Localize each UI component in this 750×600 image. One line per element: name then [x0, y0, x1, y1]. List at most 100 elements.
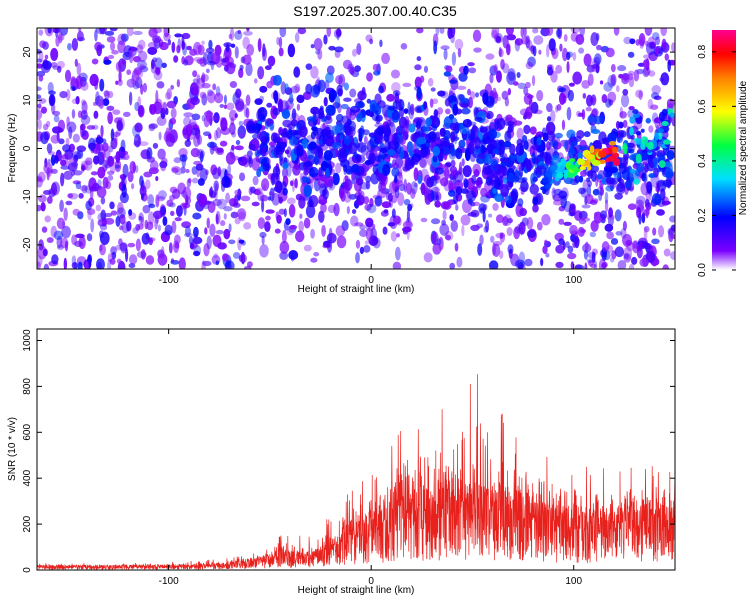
spectrogram-blob	[574, 236, 580, 249]
spectrogram-blob	[128, 209, 133, 217]
signal-blob	[589, 145, 595, 154]
spectrogram-blob	[213, 253, 219, 259]
spectrogram-blob	[610, 73, 617, 86]
spectrogram-blob	[445, 108, 451, 115]
spectrogram-blob	[293, 66, 301, 78]
spectrogram-blob	[50, 47, 59, 61]
spectrogram-blob	[410, 133, 419, 143]
spectrogram-blob	[572, 71, 583, 85]
spectrogram-blob	[470, 224, 480, 232]
spectrogram-blob	[532, 28, 539, 34]
spectrogram-blob	[620, 227, 627, 239]
spectrogram-blob	[67, 193, 74, 199]
spectrogram-blob	[160, 246, 165, 260]
spectrogram-blob	[86, 233, 93, 242]
spectrogram-blob	[234, 46, 239, 59]
spectrogram-blob	[496, 117, 506, 130]
spectrogram-blob	[99, 78, 105, 92]
spectrogram-blob	[205, 169, 209, 176]
spectrogram-blob	[506, 34, 517, 41]
spectrogram-blob	[441, 219, 446, 226]
spectrogram-blob	[294, 32, 300, 43]
spectrogram-blob	[75, 233, 85, 239]
spectrogram-blob	[531, 143, 540, 151]
spectrogram-blob	[53, 230, 64, 241]
signal-blob	[585, 153, 594, 160]
spectrogram-blob	[37, 177, 42, 182]
spectrogram-blob	[526, 217, 534, 230]
spectrogram-blob	[435, 28, 440, 36]
spectrogram-blob	[624, 180, 633, 189]
spectrogram-blob	[538, 49, 542, 55]
spectrogram-blob	[100, 196, 106, 205]
spectrogram-blob	[661, 38, 667, 51]
signal-blob	[541, 176, 549, 184]
spectrogram-blob	[354, 222, 364, 227]
spectrogram-blob	[558, 218, 565, 225]
spectrogram-blob	[104, 212, 113, 218]
spectrogram-blob	[219, 140, 228, 147]
spectrogram-blob	[232, 202, 241, 208]
spectrogram-blob	[613, 28, 620, 36]
spectrogram-blob	[499, 250, 504, 259]
spectrogram-blob	[51, 181, 60, 196]
spectrogram-blob	[338, 74, 346, 88]
spectrogram-blob	[195, 85, 200, 95]
spectrogram-blob	[432, 145, 441, 157]
spectrogram-blob	[121, 183, 127, 198]
spectrogram-blob	[528, 98, 533, 110]
spectrogram-blob	[242, 54, 252, 65]
spectrogram-blob	[549, 64, 555, 75]
spectrogram-blob	[343, 82, 350, 91]
spectrogram-blob	[43, 263, 50, 269]
signal-blob	[562, 159, 567, 168]
signal-blob	[545, 171, 553, 178]
spectrogram-blob	[43, 123, 49, 131]
spectrogram-blob	[415, 120, 422, 130]
spectrogram-blob	[165, 107, 169, 116]
spectrogram-blob	[435, 131, 440, 141]
spectrogram-blob	[541, 213, 551, 226]
spectrogram-blob	[66, 121, 77, 133]
spectrogram-blob	[416, 56, 422, 62]
spectrogram-blob	[325, 72, 334, 84]
spectrogram-blob	[61, 154, 69, 160]
spectrogram-blob	[371, 223, 376, 229]
spectrogram-blob	[214, 183, 219, 195]
spectrogram-blob	[181, 35, 185, 47]
spectrogram-blob	[208, 39, 213, 50]
spectrogram-blob	[114, 134, 118, 145]
spectrogram-blob	[584, 262, 588, 269]
spectrogram-x-label: Height of straight line (km)	[298, 284, 415, 295]
spectrogram-blob	[140, 193, 144, 201]
spectrogram-blob	[44, 215, 52, 223]
spectrogram-blob	[245, 94, 251, 107]
spectrogram-blob	[550, 109, 556, 123]
spectrogram-blob	[546, 102, 553, 113]
spectrogram-blob	[410, 180, 418, 195]
spectrogram-blob	[193, 57, 203, 62]
spectrogram-blob	[183, 112, 194, 118]
colorbar-tick-label: 0.8	[697, 44, 708, 58]
spectrogram-blob	[310, 66, 319, 79]
spectrogram-blob	[644, 198, 650, 209]
spectrogram-blob	[291, 178, 296, 193]
signal-blob	[629, 168, 636, 174]
spectrogram-blob	[255, 123, 262, 131]
spectrogram-blob	[225, 62, 236, 75]
spectrogram-blob	[91, 58, 99, 65]
spectrogram-blob	[278, 47, 284, 57]
spectrogram-blob	[119, 242, 128, 252]
spectrogram-blob	[387, 192, 393, 203]
signal-blob	[550, 164, 558, 171]
spectrogram-blob	[275, 211, 280, 221]
spectrogram-blob	[261, 198, 265, 213]
spectrogram-blob	[586, 94, 593, 107]
spectrogram-blob	[483, 225, 489, 233]
spectrogram-blob	[98, 98, 105, 110]
spectrogram-blob	[104, 217, 115, 225]
spectrogram-blob	[336, 235, 347, 249]
spectrogram-blob	[155, 90, 159, 104]
spectrogram-blob	[450, 131, 456, 143]
spectrogram-blob	[406, 208, 410, 223]
